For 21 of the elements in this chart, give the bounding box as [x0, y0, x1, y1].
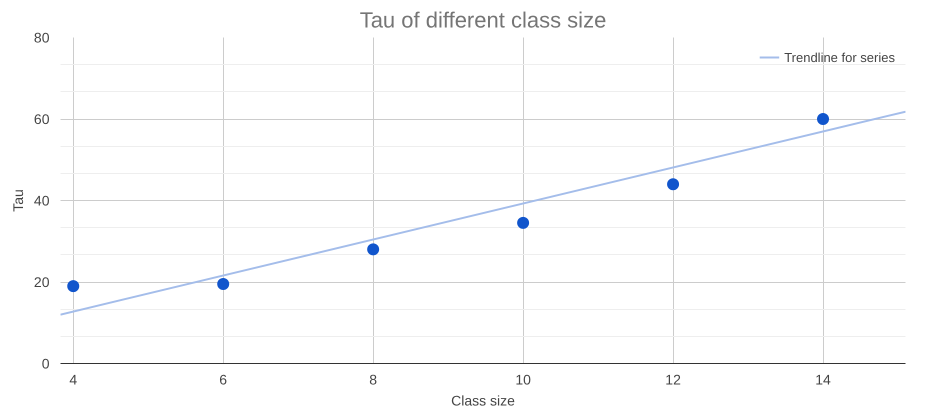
legend-label: Trendline for series — [784, 50, 895, 64]
x-tick-label: 4 — [69, 372, 78, 388]
x-tick-label: 14 — [815, 372, 832, 388]
x-tick-label: 6 — [219, 372, 228, 388]
point — [217, 278, 230, 290]
point — [517, 216, 530, 229]
x-tick-label: 10 — [515, 372, 532, 388]
y-tick-label: 60 — [34, 111, 50, 127]
y-tick-label: 40 — [34, 192, 50, 208]
y-tick-label: 80 — [34, 30, 50, 46]
point — [817, 113, 830, 125]
point — [67, 280, 80, 292]
y-axis-title: Tau — [10, 189, 26, 212]
point — [367, 243, 380, 256]
x-axis-title: Class size — [451, 392, 516, 408]
y-tick-label: 0 — [42, 356, 50, 372]
x-tick-label: 8 — [369, 372, 378, 388]
point — [667, 178, 680, 190]
y-tick-label: 20 — [34, 274, 50, 290]
chart-title: Tau of different class size — [360, 8, 606, 32]
x-tick-label: 12 — [665, 372, 682, 388]
